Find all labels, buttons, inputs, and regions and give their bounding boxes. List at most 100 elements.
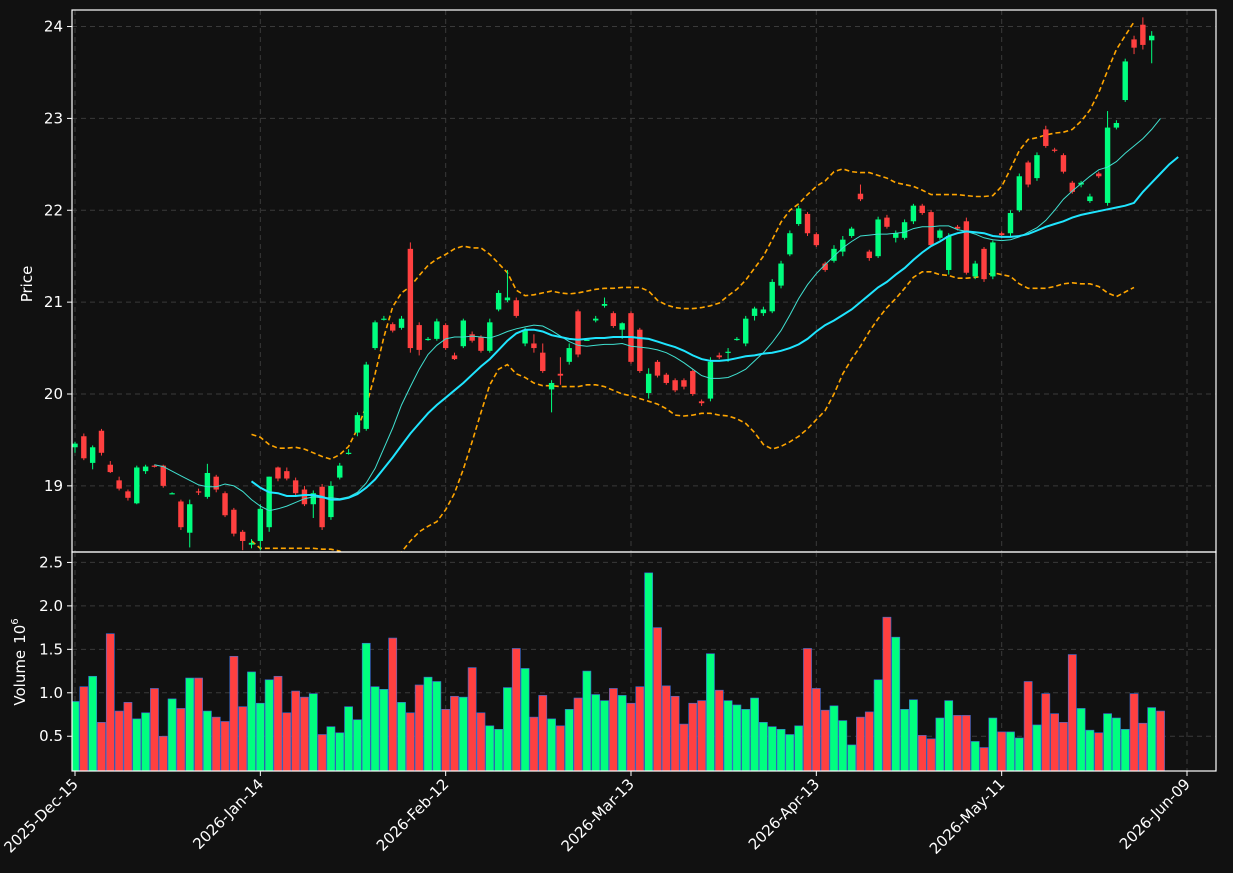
price-tick-label: 22: [44, 201, 63, 219]
volume-bar: [626, 702, 636, 771]
candle-body: [381, 318, 387, 320]
candle: [504, 269, 511, 303]
volume-bar: [335, 732, 345, 771]
candle: [1051, 147, 1058, 153]
candle: [672, 378, 678, 393]
candle: [425, 337, 431, 341]
candle: [98, 428, 105, 456]
price-axis-title: Price: [18, 266, 36, 303]
candle: [1087, 193, 1093, 203]
candle-body: [337, 465, 343, 478]
volume-bar: [697, 700, 706, 771]
candle-body: [937, 230, 943, 238]
volume-bar: [397, 702, 406, 771]
volume-bar: [1147, 707, 1157, 771]
candle: [592, 315, 599, 323]
candle-body: [575, 311, 581, 355]
candle: [390, 322, 396, 333]
candle: [354, 412, 361, 437]
price-tick-label: 24: [44, 18, 63, 36]
candle: [345, 449, 352, 455]
volume-bar: [176, 708, 186, 771]
volume-bar: [1014, 737, 1024, 771]
volume-bar: [873, 679, 883, 771]
volume-bar: [767, 726, 777, 771]
candle: [522, 327, 528, 347]
volume-bar: [520, 668, 530, 771]
candle-body: [910, 205, 917, 222]
candle-body: [734, 338, 740, 341]
candle-body: [769, 281, 775, 312]
candle-body: [787, 233, 793, 255]
volume-bar: [556, 725, 565, 771]
candle: [778, 260, 784, 289]
volume-bar: [741, 708, 751, 771]
volume-bar: [644, 572, 654, 771]
volume-bar: [953, 715, 962, 771]
candle-body: [954, 226, 961, 229]
volume-bar: [829, 705, 839, 771]
volume-bar: [1120, 728, 1130, 771]
candle-body: [1113, 122, 1120, 128]
candle-body: [716, 355, 722, 358]
volume-bar: [573, 697, 583, 771]
candle: [734, 337, 740, 341]
candle-body: [778, 263, 784, 286]
candle-body: [804, 213, 811, 234]
candle-body: [478, 337, 484, 351]
volume-bar: [864, 711, 874, 771]
candle-body: [416, 325, 422, 350]
candle-body: [725, 351, 731, 353]
candle-body: [125, 491, 131, 498]
candle-body: [654, 361, 661, 376]
candle: [478, 335, 484, 353]
volume-bar: [238, 706, 248, 771]
candle: [928, 210, 934, 248]
candle-body: [857, 193, 864, 200]
candle: [222, 491, 228, 518]
candle-body: [248, 542, 255, 545]
volume-bar: [406, 712, 415, 771]
candle: [707, 357, 714, 402]
volume-bar: [591, 694, 601, 771]
volume-panel: 0.5 1.0 1.5 2.0 2.5 Volume 106: [10, 551, 1217, 772]
candle: [910, 203, 917, 225]
volume-bar: [211, 716, 221, 771]
candle: [89, 445, 96, 470]
candle-body: [1069, 182, 1075, 192]
volume-bar: [229, 655, 239, 771]
volume-bar: [732, 704, 742, 771]
candle-body: [866, 251, 872, 259]
candle-body: [116, 480, 122, 489]
volume-bar: [547, 718, 556, 771]
candle-body: [848, 228, 855, 236]
volume-bar: [794, 725, 804, 771]
volume-bar: [1006, 731, 1015, 771]
volume-bar: [379, 689, 389, 771]
volume-bar: [714, 689, 724, 771]
candle: [487, 318, 493, 353]
candle-body: [1051, 149, 1058, 151]
candle: [531, 334, 537, 353]
volume-bar: [511, 648, 521, 771]
candle-body: [328, 485, 334, 518]
candle: [1069, 180, 1075, 194]
candle: [213, 474, 219, 493]
candle-body: [222, 493, 228, 516]
volume-bar: [803, 648, 812, 771]
candle-body: [990, 242, 996, 277]
candle: [125, 489, 131, 501]
volume-bar: [158, 735, 168, 771]
candle: [1016, 173, 1023, 213]
price-y-axis: 19 20 21 22 23 24: [44, 18, 72, 495]
volume-bar: [1023, 681, 1033, 771]
candle: [1043, 125, 1049, 148]
candle-body: [893, 233, 899, 238]
candle: [1060, 153, 1067, 174]
candle: [204, 463, 211, 499]
candle-body: [107, 464, 114, 473]
volume-bar: [203, 710, 212, 771]
volume-bar: [917, 735, 927, 771]
candle-body: [831, 248, 837, 261]
volume-bar: [759, 722, 768, 771]
